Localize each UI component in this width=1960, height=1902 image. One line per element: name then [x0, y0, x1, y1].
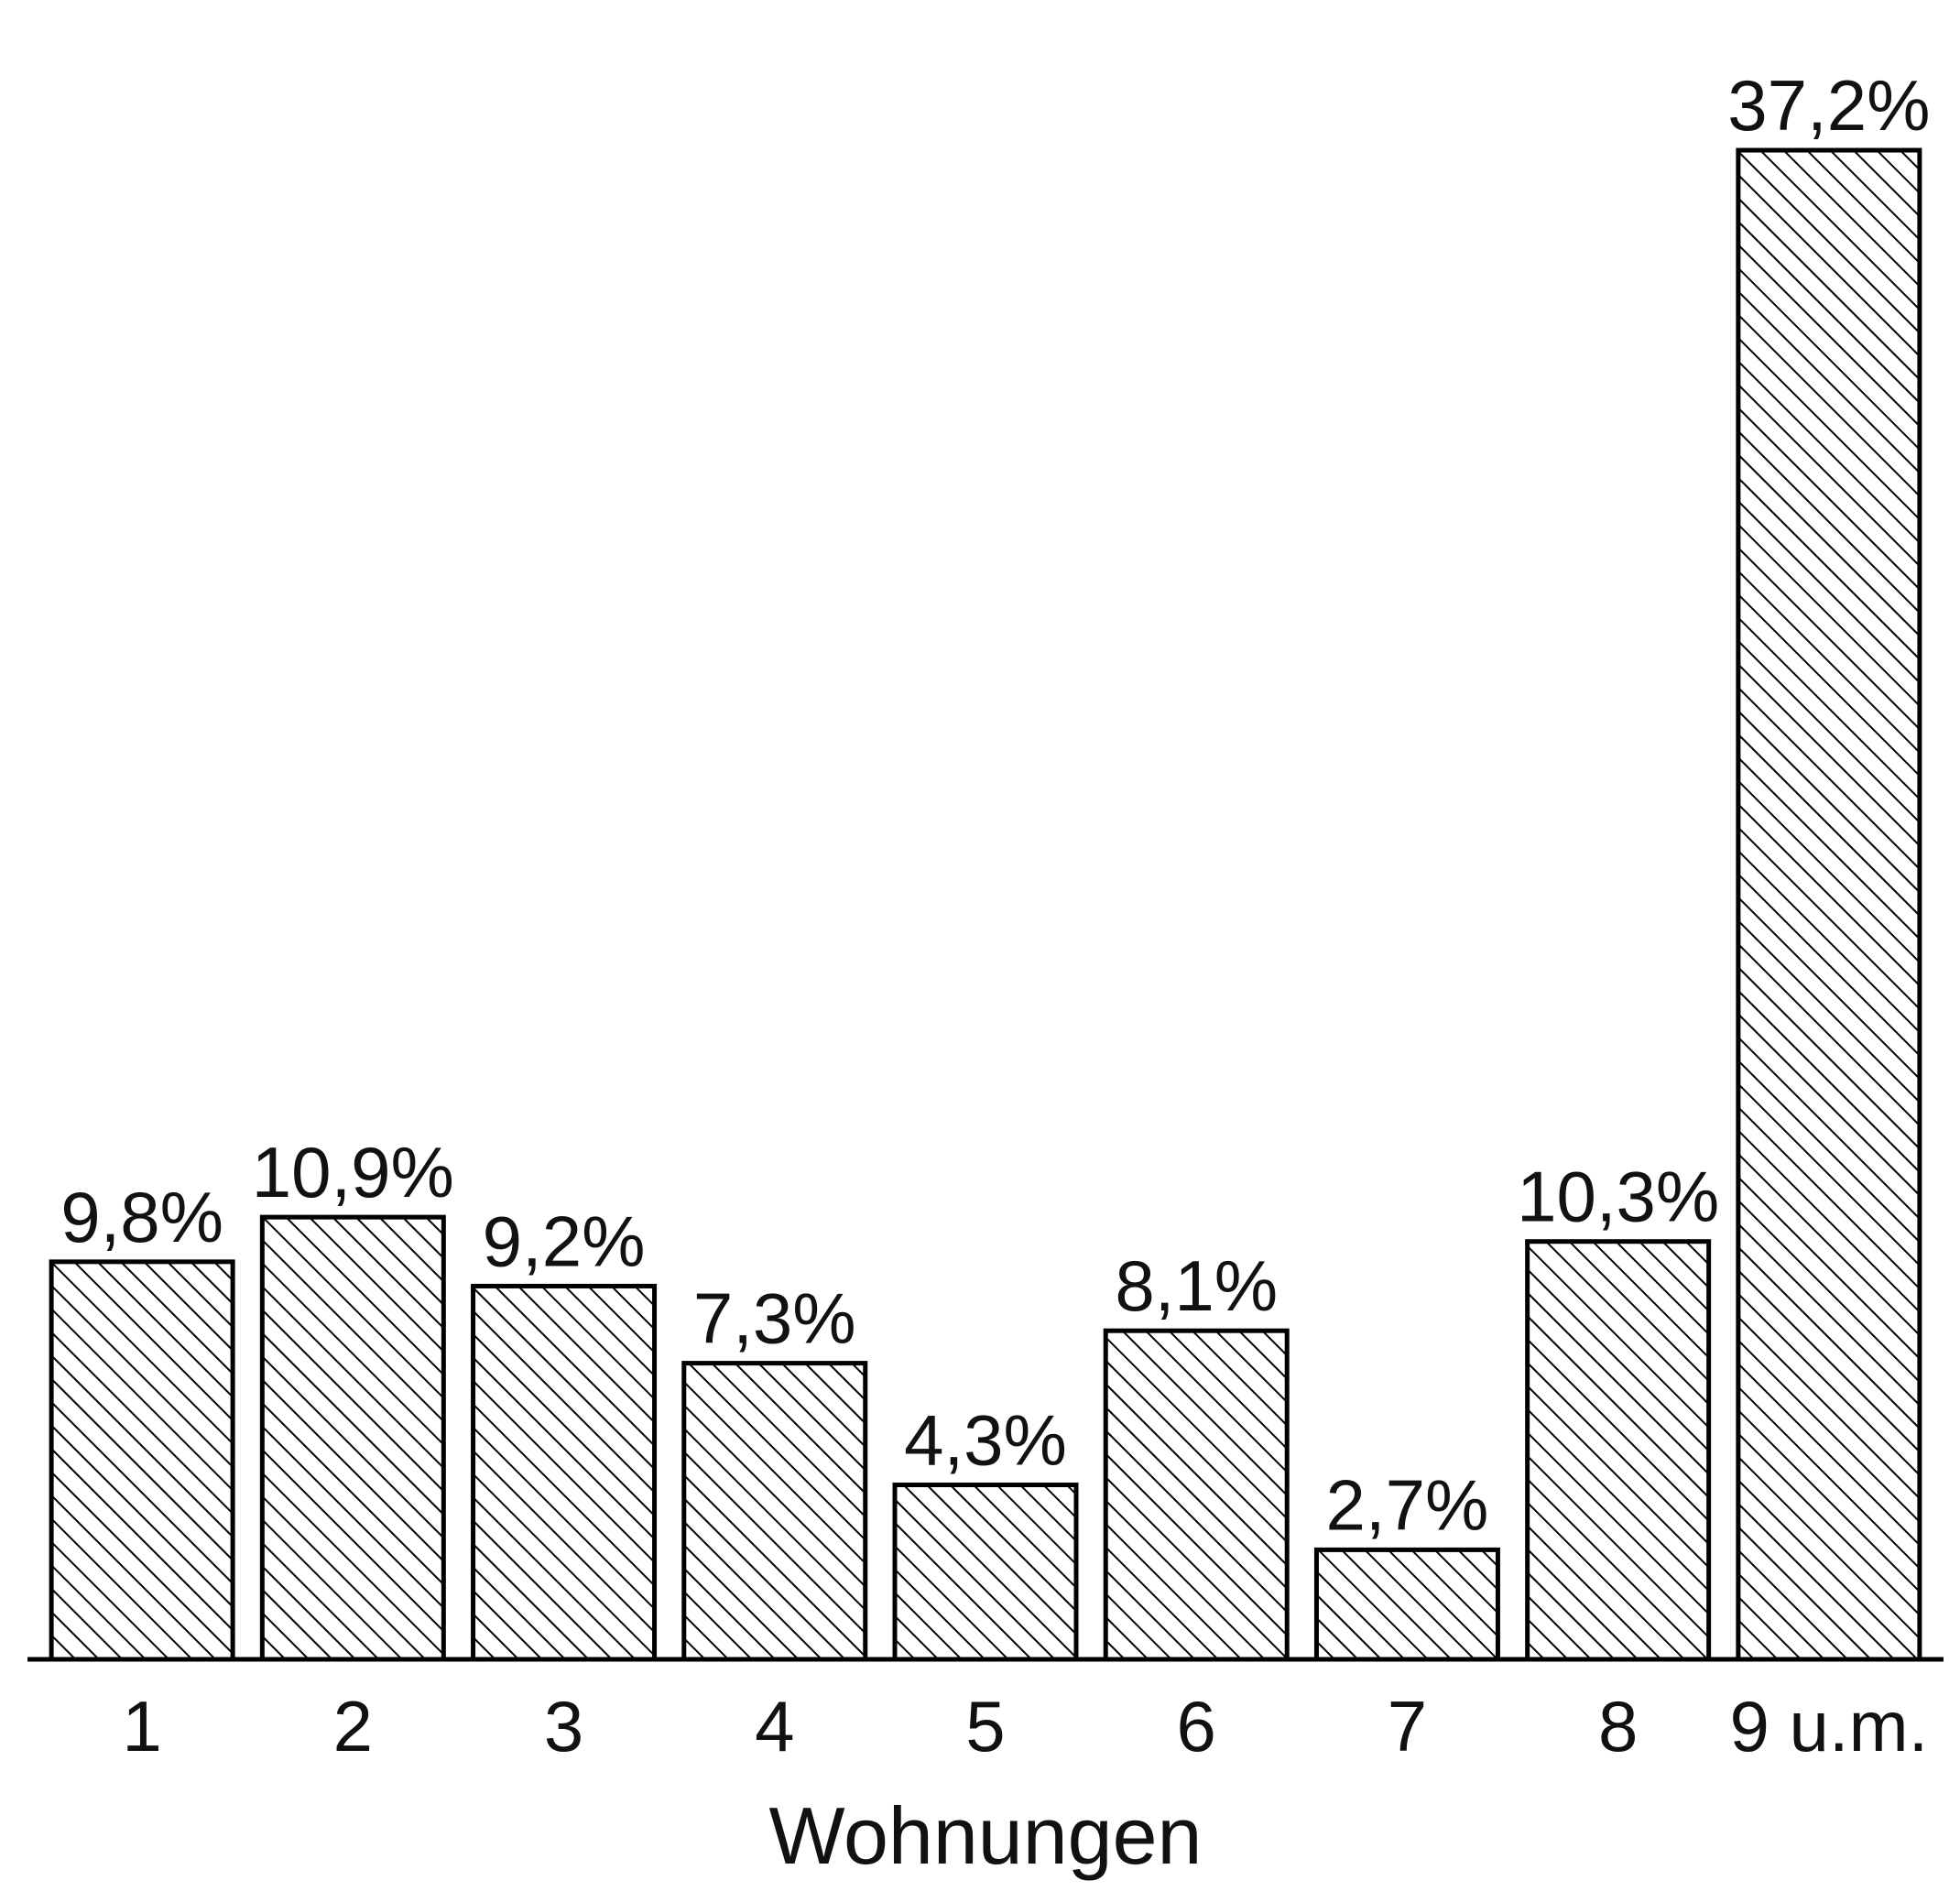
bar-9	[1736, 147, 1922, 1662]
value-label-4: 7,3%	[693, 1278, 856, 1359]
bar-5	[892, 1483, 1079, 1662]
value-label-3: 9,2%	[483, 1201, 646, 1281]
x-tick-label-2: 2	[333, 1686, 373, 1766]
value-label-8: 10,3%	[1517, 1157, 1719, 1237]
bar-7	[1313, 1547, 1500, 1662]
x-tick-label-3: 3	[544, 1686, 583, 1766]
x-tick-label-6: 6	[1177, 1686, 1216, 1766]
bar-8	[1525, 1239, 1712, 1662]
bar-4	[681, 1361, 868, 1662]
value-label-1: 9,8%	[60, 1177, 223, 1257]
x-tick-label-4: 4	[755, 1686, 794, 1766]
x-tick-label-8: 8	[1598, 1686, 1638, 1766]
x-tick-labels: 1 2 3 4 5 6 7 8 9 u.m.	[122, 1686, 1928, 1766]
x-tick-label-5: 5	[965, 1686, 1005, 1766]
bar-3	[471, 1283, 658, 1662]
value-label-9: 37,2%	[1727, 65, 1930, 146]
value-label-2: 10,9%	[252, 1132, 454, 1212]
bar-2	[259, 1214, 446, 1662]
value-label-7: 2,7%	[1326, 1464, 1489, 1545]
value-label-5: 4,3%	[904, 1400, 1067, 1481]
x-axis-title: Wohnungen	[769, 1790, 1203, 1881]
bar-6	[1103, 1328, 1290, 1662]
x-tick-label-9: 9 u.m.	[1730, 1686, 1929, 1766]
bar-1	[49, 1259, 235, 1662]
value-labels: 9,8% 10,9% 9,2% 7,3% 4,3% 8,1% 2,7% 10,3% 37,2%	[60, 65, 1930, 1545]
x-tick-label-7: 7	[1388, 1686, 1427, 1766]
value-label-6: 8,1%	[1115, 1245, 1278, 1326]
x-tick-label-1: 1	[122, 1686, 161, 1766]
